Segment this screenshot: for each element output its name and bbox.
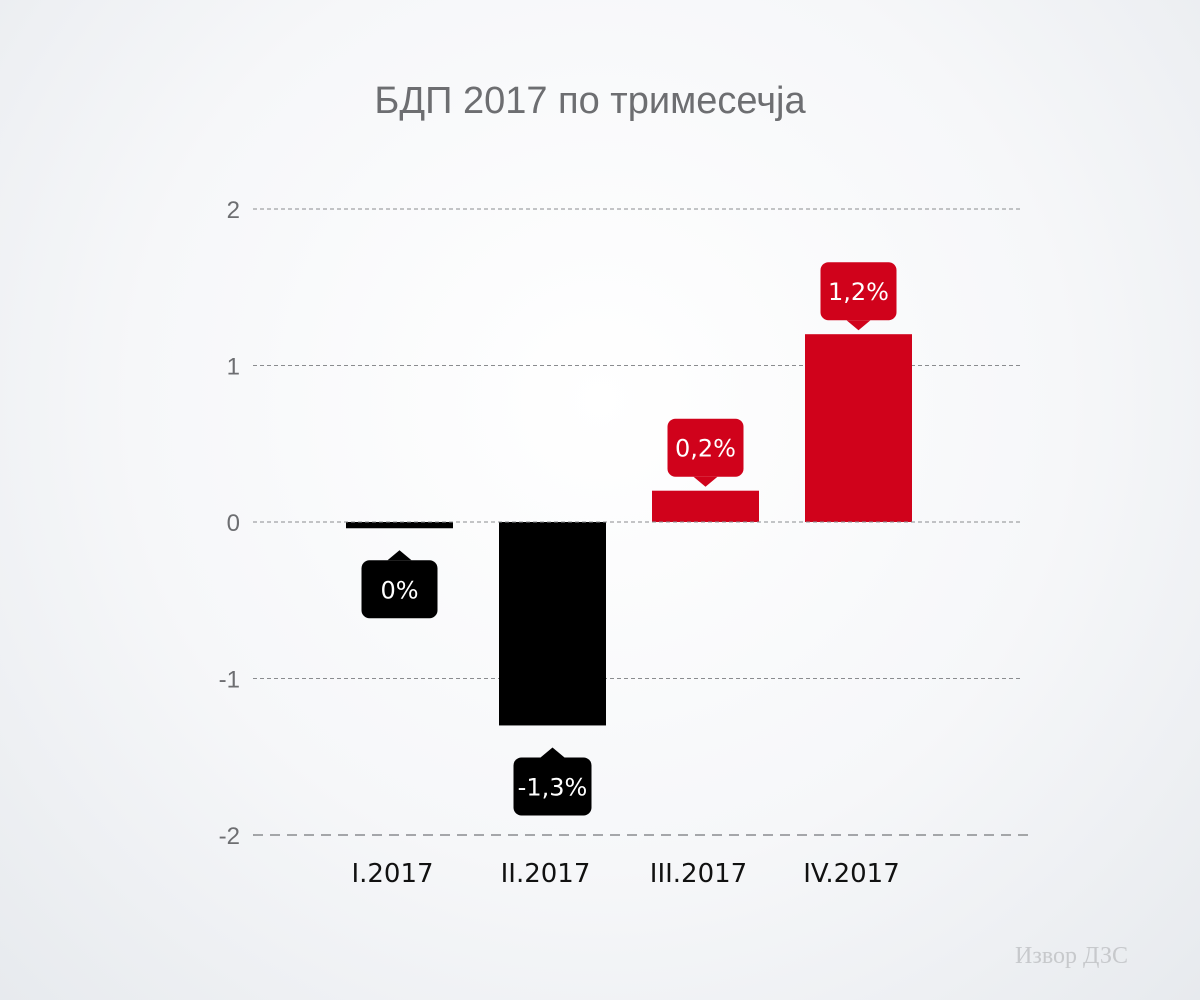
data-label-callout: 1,2% [820, 262, 897, 331]
data-label-callout: 0,2% [667, 418, 744, 487]
y-tick-label: -2 [219, 823, 240, 850]
y-tick-label: 1 [227, 354, 240, 381]
x-category-label: IV.2017 [803, 859, 900, 889]
y-axis-ticks: 2 1 0 -1 -2 [219, 197, 240, 850]
svg-text:1,2%: 1,2% [828, 278, 889, 306]
bar [805, 334, 912, 522]
x-category-label: II.2017 [501, 859, 591, 889]
bar [346, 522, 453, 529]
data-label-callout: -1,3% [513, 747, 592, 816]
svg-text:0,2%: 0,2% [675, 435, 736, 463]
y-tick-label: -1 [219, 667, 240, 694]
bars [253, 334, 1020, 726]
x-axis-categories: I.2017 II.2017 III.2017 IV.2017 [351, 859, 899, 889]
chart-title: БДП 2017 по тримесечја [374, 80, 806, 122]
source-note: Извор ДЗС [1015, 943, 1128, 969]
data-labels: 0% -1,3% 0,2% 1,2% [361, 262, 897, 816]
y-tick-label: 0 [227, 510, 240, 537]
svg-text:-1,3%: -1,3% [518, 773, 588, 801]
x-category-label: III.2017 [650, 859, 747, 889]
data-label-callout: 0% [361, 550, 438, 619]
y-tick-label: 2 [227, 197, 240, 224]
bar [499, 522, 606, 726]
bar [652, 490, 759, 522]
svg-text:0%: 0% [380, 576, 418, 604]
x-category-label: I.2017 [351, 859, 433, 889]
